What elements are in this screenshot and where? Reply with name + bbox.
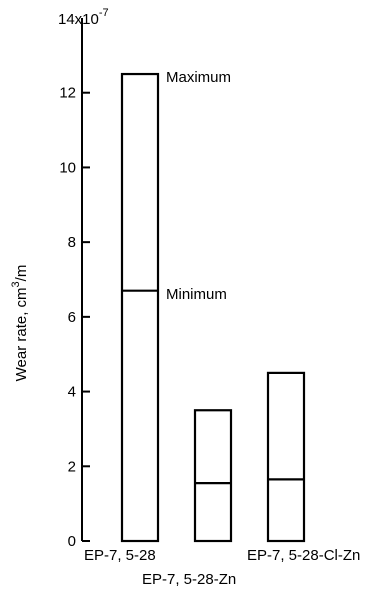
- maximum-annotation: Maximum: [166, 69, 231, 86]
- y-axis-label: Wear rate, cm3/m: [10, 265, 30, 382]
- y-scale-base: 14x10: [58, 11, 99, 28]
- category-label-2: EP-7, 5-28-Cl-Zn: [247, 547, 360, 564]
- bar-maximum-0: [120, 72, 160, 543]
- y-ticks: 0 2 4 6 8 10 12: [59, 85, 90, 550]
- y-tick-label-4: 8: [68, 234, 76, 251]
- y-tick-label-0: 0: [68, 533, 76, 550]
- y-axis-label-text: Wear rate, cm: [13, 287, 30, 381]
- y-tick-label-1: 2: [68, 458, 76, 475]
- y-axis: 0 2 4 6 8 10 12: [59, 18, 90, 550]
- y-axis-label-unit: /m: [13, 265, 30, 282]
- bar-maximum-2: [266, 371, 306, 543]
- y-scale-label: 14x10-7: [58, 7, 109, 28]
- y-tick-label-5: 10: [59, 159, 76, 176]
- bar-maximum-1: [193, 409, 233, 543]
- bars: [120, 72, 306, 543]
- y-tick-label-6: 12: [59, 85, 76, 102]
- y-tick-label-2: 4: [68, 384, 76, 401]
- category-label-1: EP-7, 5-28-Zn: [142, 571, 236, 588]
- category-label-0: EP-7, 5-28: [84, 547, 156, 564]
- minimum-annotation: Minimum: [166, 286, 227, 303]
- y-axis-label-sup: 3: [10, 281, 22, 287]
- y-tick-label-3: 6: [68, 309, 76, 326]
- y-scale-exponent: -7: [99, 7, 109, 19]
